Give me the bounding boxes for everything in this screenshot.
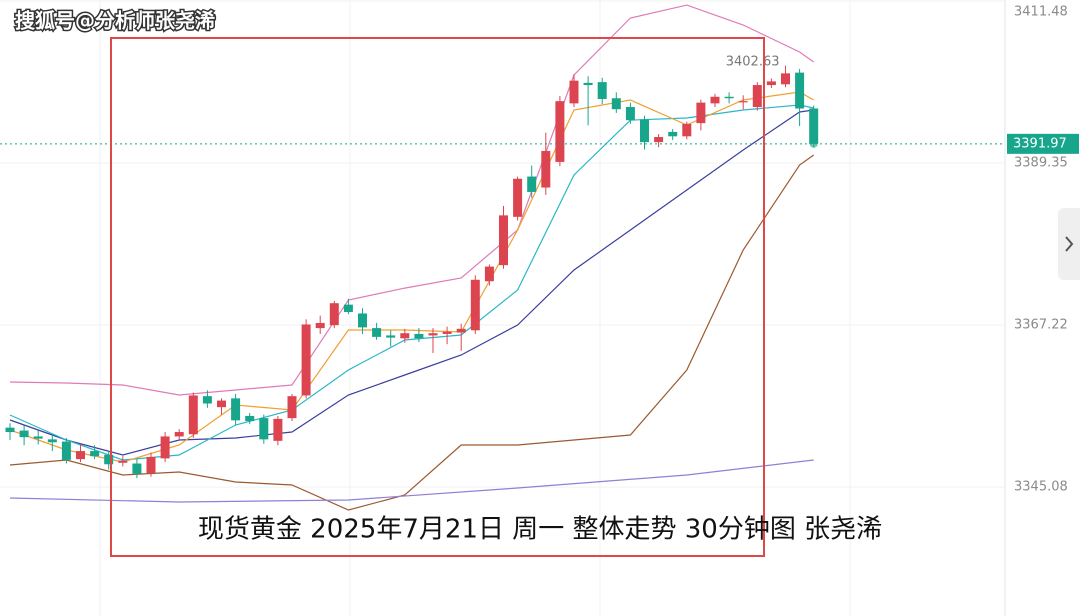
candle-body [456, 328, 466, 333]
candle-body [372, 328, 382, 337]
candle-body [343, 304, 353, 312]
candle-body [682, 123, 692, 137]
candle-body [583, 82, 593, 86]
candle-body [61, 441, 71, 460]
y-tick-label: 3345.08 [1014, 480, 1068, 495]
candle-body [358, 313, 367, 328]
candle-body [47, 439, 57, 443]
candle-body [611, 98, 621, 110]
candle-body [132, 463, 142, 474]
candle-body [541, 150, 551, 188]
candle-body [470, 279, 480, 331]
chevron[interactable] [1065, 236, 1074, 252]
candle-body [569, 80, 579, 104]
candle-body [625, 107, 635, 121]
candle-body [724, 96, 734, 99]
candle-body [174, 432, 184, 437]
candle-body [329, 303, 339, 326]
candle-body [90, 451, 100, 457]
indicator-line [9, 4, 815, 396]
candle-body [33, 436, 43, 439]
side-tab[interactable] [1058, 208, 1080, 280]
candle-body [766, 81, 776, 86]
caption: 现货黄金 2025年7月21日 周一 整体走势 30分钟图 张尧浠 [198, 515, 882, 545]
candle-body [400, 333, 410, 339]
candle-body [315, 322, 325, 329]
y-tick-label: 3411.48 [1014, 5, 1068, 20]
last-price-box [1007, 133, 1079, 154]
candle-body [146, 456, 156, 474]
candle-body [527, 176, 537, 192]
candle-body [795, 72, 805, 109]
candle-body [287, 396, 297, 419]
candle-body [484, 266, 494, 282]
y-tick-label: 3367.22 [1014, 318, 1068, 333]
candle-body [513, 178, 523, 217]
candle-body [19, 430, 29, 438]
indicator-line [9, 459, 814, 503]
candle-body [640, 119, 649, 143]
candle-body [231, 398, 241, 421]
y-tick-label: 3389.35 [1014, 156, 1068, 171]
candle-body [654, 137, 664, 143]
watermark: 搜狐号@分析师张尧浠 [15, 9, 215, 33]
side-tab-bg[interactable] [1058, 208, 1080, 280]
candle-body [104, 454, 114, 465]
candle-body [301, 324, 311, 396]
plot: 3402.63 [0, 0, 1005, 511]
candle-body [414, 333, 424, 339]
indicator-line [9, 109, 814, 456]
candle-body [738, 101, 748, 103]
candle-body [752, 85, 762, 108]
candle-body [202, 396, 212, 404]
candle-body [668, 131, 678, 137]
candle-body [259, 418, 269, 440]
last-price-label: 3391.97 [1013, 136, 1067, 151]
candle-body [597, 82, 607, 99]
candle-body [160, 436, 170, 459]
last-price-dot [809, 139, 818, 148]
candle-body [710, 96, 720, 104]
candle-body [696, 102, 706, 124]
candle-body [499, 215, 508, 266]
candle-body [809, 108, 819, 144]
candle-body [386, 335, 396, 338]
candle-body [273, 418, 283, 441]
candle-body [118, 460, 128, 463]
candle-body [555, 101, 565, 162]
candle-body [442, 331, 452, 334]
candle-body [245, 415, 255, 422]
candle-body [428, 333, 438, 336]
candle-body [781, 73, 790, 85]
high-label: 3402.63 [726, 54, 780, 69]
candle-body [217, 400, 226, 408]
candle-body [76, 451, 85, 460]
candle-body [188, 395, 198, 435]
highlight-frame [110, 37, 765, 557]
candle-body [5, 427, 15, 433]
